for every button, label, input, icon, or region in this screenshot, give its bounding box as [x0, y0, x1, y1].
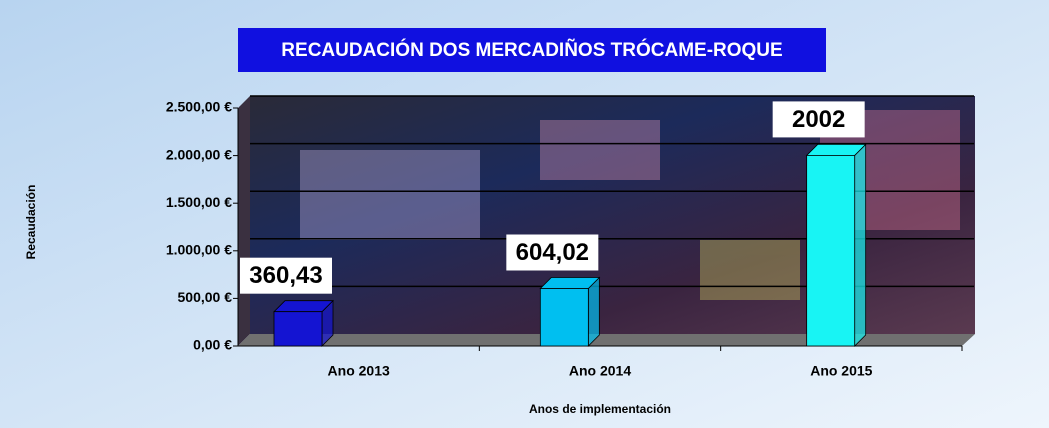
x-axis-title: Anos de implementación [529, 402, 671, 416]
bar-front [807, 155, 855, 346]
chart: RECAUDACIÓN DOS MERCADIÑOS TRÓCAME-ROQUE… [0, 0, 1049, 428]
x-tick-label: Ano 2014 [569, 363, 631, 379]
y-tick-label: 2.500,00 € [166, 99, 232, 115]
y-tick-label: 0,00 € [193, 337, 232, 353]
bar [807, 144, 866, 346]
bar-top [274, 301, 333, 312]
left-wall [238, 96, 250, 346]
y-tick-label: 2.000,00 € [166, 146, 232, 162]
chart-title: RECAUDACIÓN DOS MERCADIÑOS TRÓCAME-ROQUE [281, 39, 782, 61]
bar-side [855, 144, 866, 346]
bar-front [540, 288, 588, 346]
data-label: 2002 [792, 106, 845, 133]
data-label: 360,43 [249, 262, 322, 289]
y-tick-label: 500,00 € [178, 289, 233, 305]
bar [540, 277, 599, 346]
y-tick-label: 1.500,00 € [166, 194, 232, 210]
bar-front [274, 312, 322, 346]
x-tick-label: Ano 2015 [810, 363, 872, 379]
bar [274, 301, 333, 346]
bar-top [807, 144, 866, 155]
data-label: 604,02 [516, 239, 589, 266]
x-tick-label: Ano 2013 [328, 363, 390, 379]
bar-side [588, 277, 599, 346]
bar-top [540, 277, 599, 288]
y-axis-title: Recaudación [24, 185, 38, 260]
y-tick-label: 1.000,00 € [166, 242, 232, 258]
